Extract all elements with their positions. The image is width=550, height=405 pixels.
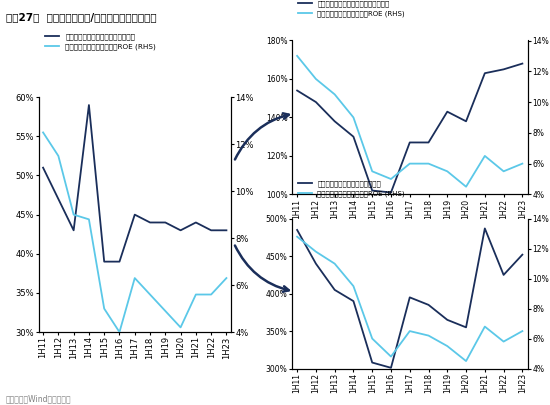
Legend: 非金融地产港美中资股固定资产周转率, 非金融地产港美中资股扣非ROE (RHS): 非金融地产港美中资股固定资产周转率, 非金融地产港美中资股扣非ROE (RHS)	[295, 0, 408, 20]
Text: 资料来源：Wind，华泰研究: 资料来源：Wind，华泰研究	[6, 394, 71, 403]
Legend: 非金融地产港美中资股存货周转率, 非金融地产港美中资股扣非ROE (RHS): 非金融地产港美中资股存货周转率, 非金融地产港美中资股扣非ROE (RHS)	[295, 177, 408, 200]
Legend: 非金融地产港美中资股总资产周转率, 非金融地产港美中资股扣非ROE (RHS): 非金融地产港美中资股总资产周转率, 非金融地产港美中资股扣非ROE (RHS)	[42, 30, 159, 53]
Text: 图表27：  固定资产周转率/存货周转率则双双提升: 图表27： 固定资产周转率/存货周转率则双双提升	[6, 12, 156, 22]
